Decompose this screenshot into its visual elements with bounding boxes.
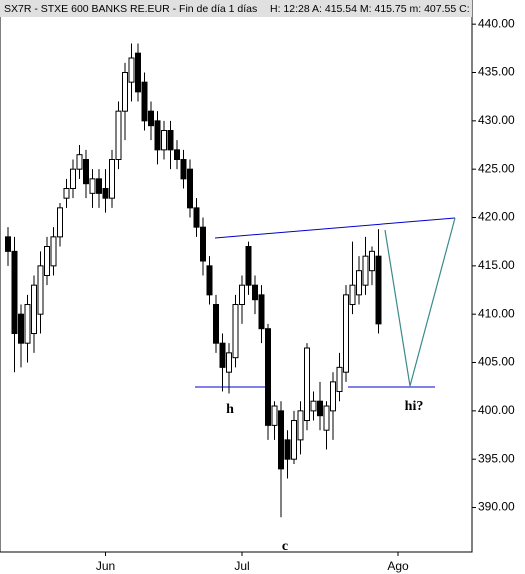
- y-tick-label: 410.00: [478, 306, 515, 320]
- candle-body: [161, 130, 167, 151]
- candle-body: [109, 159, 115, 199]
- candle-body: [252, 284, 258, 301]
- candle-body: [323, 405, 330, 431]
- candle-body: [135, 52, 141, 93]
- candle-body: [180, 159, 187, 180]
- candle-body: [343, 294, 349, 373]
- candle-body: [265, 328, 271, 426]
- x-tick-label: Jul: [234, 559, 249, 573]
- candle-body: [63, 188, 70, 199]
- candle-body: [89, 178, 96, 194]
- candle-body: [18, 313, 24, 344]
- candle-body: [278, 410, 284, 470]
- x-tick-label: Jun: [96, 559, 115, 573]
- candle-body: [5, 236, 11, 252]
- candle-body: [317, 400, 323, 417]
- candle-body: [375, 255, 382, 325]
- candle-body: [37, 265, 44, 315]
- candle-body: [122, 72, 128, 112]
- candle-body: [187, 168, 193, 209]
- candle-body: [304, 347, 310, 422]
- annotation: hi?: [405, 399, 424, 414]
- candle-body: [369, 250, 375, 272]
- candle-body: [284, 439, 291, 460]
- candle-body: [57, 207, 63, 238]
- candle-body: [245, 246, 252, 286]
- candle-body: [330, 381, 336, 412]
- candle-body: [226, 352, 232, 373]
- candle-body: [193, 207, 200, 228]
- y-tick-label: 390.00: [478, 500, 515, 514]
- candle-body: [349, 284, 356, 306]
- y-tick-label: 395.00: [478, 451, 515, 465]
- candle-body: [76, 154, 83, 170]
- candle-body: [70, 168, 76, 190]
- candle-body: [96, 178, 102, 194]
- candles: [5, 43, 382, 518]
- y-tick-label: 425.00: [478, 161, 515, 175]
- candle-body: [213, 304, 219, 344]
- annotation: h: [226, 402, 234, 417]
- candle-body: [174, 149, 180, 161]
- candle-body: [271, 405, 278, 426]
- projection-arrow: [384, 217, 456, 387]
- candle-body: [206, 265, 213, 296]
- y-tick-label: 400.00: [478, 403, 515, 417]
- candle-body: [356, 270, 362, 296]
- candle-body: [200, 226, 206, 262]
- y-tick-label: 435.00: [478, 65, 515, 79]
- candle-body: [258, 294, 265, 330]
- candle-body: [297, 410, 304, 441]
- header-bar: [0, 0, 472, 17]
- candle-body: [24, 304, 31, 344]
- candle-body: [102, 188, 109, 199]
- candle-body: [148, 110, 154, 127]
- annotation: c: [282, 539, 288, 554]
- x-tick-label: Ago: [387, 559, 409, 573]
- plot-frame: [0, 0, 473, 553]
- y-tick-label: 405.00: [478, 355, 515, 369]
- candle-body: [128, 57, 135, 83]
- candle-body: [362, 255, 369, 286]
- y-tick-label: 415.00: [478, 258, 515, 272]
- candle-body: [232, 304, 239, 359]
- candle-body: [11, 250, 18, 335]
- y-tick-label: 440.00: [478, 16, 515, 30]
- candle-body: [336, 366, 343, 393]
- candle-body: [83, 159, 89, 185]
- candle-body: [154, 120, 161, 151]
- y-tick-label: 420.00: [478, 210, 515, 224]
- trend-line: [214, 217, 456, 239]
- candle-body: [115, 110, 122, 161]
- candle-body: [291, 420, 297, 460]
- candle-body: [310, 400, 317, 412]
- candle-body: [239, 284, 245, 306]
- header-stats: H: 12:28 A: 415.54 M: 415.75 m: 407.55 C…: [270, 3, 470, 15]
- candle-body: [44, 246, 50, 277]
- candle-body: [31, 284, 37, 335]
- candle-body: [219, 342, 226, 368]
- candle-body: [141, 81, 148, 122]
- y-tick-label: 430.00: [478, 113, 515, 127]
- candle-body: [167, 130, 174, 151]
- candle-body: [50, 236, 57, 267]
- header-title: SX7R - STXE 600 BANKS RE.EUR - Fin de dí…: [4, 3, 257, 15]
